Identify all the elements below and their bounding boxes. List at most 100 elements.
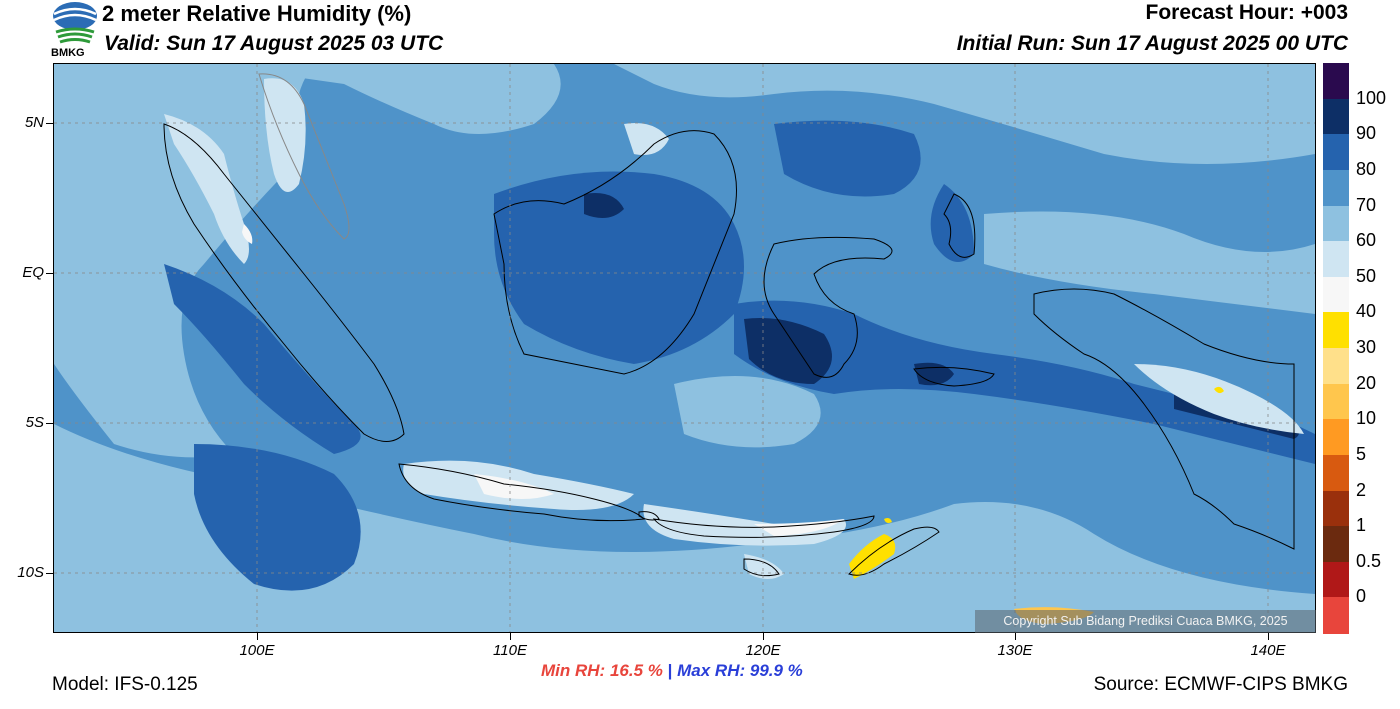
colorbar-label: 30 xyxy=(1356,337,1377,357)
lat-tick xyxy=(46,123,53,124)
island-timor xyxy=(848,526,940,576)
colorbar-label: 80 xyxy=(1356,158,1377,179)
humidity-zone xyxy=(774,120,921,197)
humidity-zone xyxy=(54,64,314,458)
humidity-zone xyxy=(930,184,974,262)
colorbar-label: 10 xyxy=(1356,408,1377,429)
colorbar-label: 20 xyxy=(1356,372,1377,393)
lon-label-100e: 100E xyxy=(239,642,275,659)
colorbar-label: 1 xyxy=(1356,515,1367,536)
lon-tick xyxy=(510,633,511,640)
colorbar-segment xyxy=(1323,205,1349,242)
island-seram xyxy=(913,366,995,387)
colorbar xyxy=(1323,63,1349,634)
peninsula-malay xyxy=(258,73,350,240)
island-sulawesi xyxy=(763,236,893,378)
coastlines xyxy=(163,73,1295,577)
humidity-zone xyxy=(194,444,361,591)
lat-label-5n: 5N xyxy=(24,114,44,131)
min-rh-value: 16.5 % xyxy=(609,661,663,680)
island-sumba xyxy=(743,558,780,577)
lat-tick xyxy=(46,573,53,574)
colorbar-label: 5 xyxy=(1356,443,1367,464)
colorbar-label: 0.5 xyxy=(1356,550,1382,571)
max-rh-value: 99.9 % xyxy=(749,661,803,680)
colorbar-segment xyxy=(1323,526,1349,563)
lon-label-130e: 130E xyxy=(997,642,1033,659)
lon-label-110e: 110E xyxy=(493,642,527,659)
colorbar-segment xyxy=(1323,98,1349,135)
lon-tick xyxy=(763,633,764,640)
colorbar-segment xyxy=(1323,134,1349,171)
humidity-zone xyxy=(494,171,744,364)
island-borneo xyxy=(493,130,737,375)
humidity-zone xyxy=(734,300,1315,464)
valid-time: Valid: Sun 17 August 2025 03 UTC xyxy=(104,32,444,55)
colorbar-segment xyxy=(1323,241,1349,278)
humidity-zone xyxy=(54,424,1315,632)
colorbar-segment xyxy=(1323,348,1349,385)
colorbar-segment xyxy=(1323,312,1349,349)
humidity-zone xyxy=(884,518,892,523)
humidity-zone xyxy=(674,376,821,448)
lat-tick xyxy=(46,273,53,274)
humidity-map-canvas xyxy=(54,64,1315,632)
bmkg-logo xyxy=(50,0,100,60)
model-name: Model: IFS-0.125 xyxy=(52,674,198,695)
colorbar-segment xyxy=(1323,276,1349,313)
colorbar-label: 2 xyxy=(1356,479,1367,500)
colorbar-segment xyxy=(1323,597,1349,634)
humidity-zone xyxy=(242,224,253,244)
forecast-hour: Forecast Hour: +003 xyxy=(1145,1,1349,24)
colorbar-segment xyxy=(1323,490,1349,527)
humidity-zone xyxy=(624,123,669,155)
humidity-zone xyxy=(614,64,1315,164)
lon-tick xyxy=(1015,633,1016,640)
colorbar-label: 50 xyxy=(1356,265,1377,286)
humidity-zone xyxy=(1134,364,1304,434)
island-sumatra xyxy=(163,123,405,442)
lat-label-eq: EQ xyxy=(22,264,44,281)
humidity-zone xyxy=(164,264,361,454)
colorbar-label: 0 xyxy=(1356,586,1367,607)
humidity-zone xyxy=(584,193,624,218)
rh-stats: Min RH: 16.5 % | Max RH: 99.9 % xyxy=(541,661,803,681)
lon-tick xyxy=(1268,633,1269,640)
min-rh-label: Min RH: xyxy=(541,661,606,680)
colorbar-label: 100 xyxy=(1356,87,1387,108)
initial-run: Initial Run: Sun 17 August 2025 00 UTC xyxy=(956,32,1348,55)
island-papua xyxy=(1033,288,1295,550)
island-halmahera xyxy=(943,193,976,258)
colorbar-segment xyxy=(1323,383,1349,420)
colorbar-label: 40 xyxy=(1356,301,1377,322)
lat-label-5s: 5S xyxy=(25,414,44,431)
colorbar-segment xyxy=(1323,419,1349,456)
logo-text: BMKG xyxy=(51,47,85,59)
humidity-zone xyxy=(264,78,306,192)
humidity-zone xyxy=(204,64,561,134)
islands-nusa-tenggara xyxy=(652,515,875,538)
lat-tick xyxy=(46,423,53,424)
island-java xyxy=(398,463,646,522)
island-bali xyxy=(638,511,660,521)
colorbar-label: 60 xyxy=(1356,230,1377,251)
map-title: 2 meter Relative Humidity (%) xyxy=(102,1,412,26)
humidity-zone xyxy=(984,211,1315,314)
colorbar-segment xyxy=(1323,63,1349,100)
colorbar-segment xyxy=(1323,561,1349,598)
gridlines xyxy=(54,64,1315,632)
lon-tick xyxy=(257,633,258,640)
lon-label-140e: 140E xyxy=(1250,642,1286,659)
lon-label-120e: 120E xyxy=(745,642,781,659)
colorbar-segment xyxy=(1323,454,1349,491)
colorbar-label: 90 xyxy=(1356,123,1377,144)
bmkg-logo-icon xyxy=(53,2,97,44)
humidity-zone xyxy=(164,114,249,264)
humidity-zone xyxy=(1214,386,1224,394)
max-rh-label: Max RH: xyxy=(677,661,746,680)
humidity-map xyxy=(53,63,1316,633)
humidity-zone xyxy=(474,474,554,499)
humidity-field xyxy=(54,64,1315,632)
colorbar-segment xyxy=(1323,169,1349,206)
lat-label-10s: 10S xyxy=(17,564,44,581)
